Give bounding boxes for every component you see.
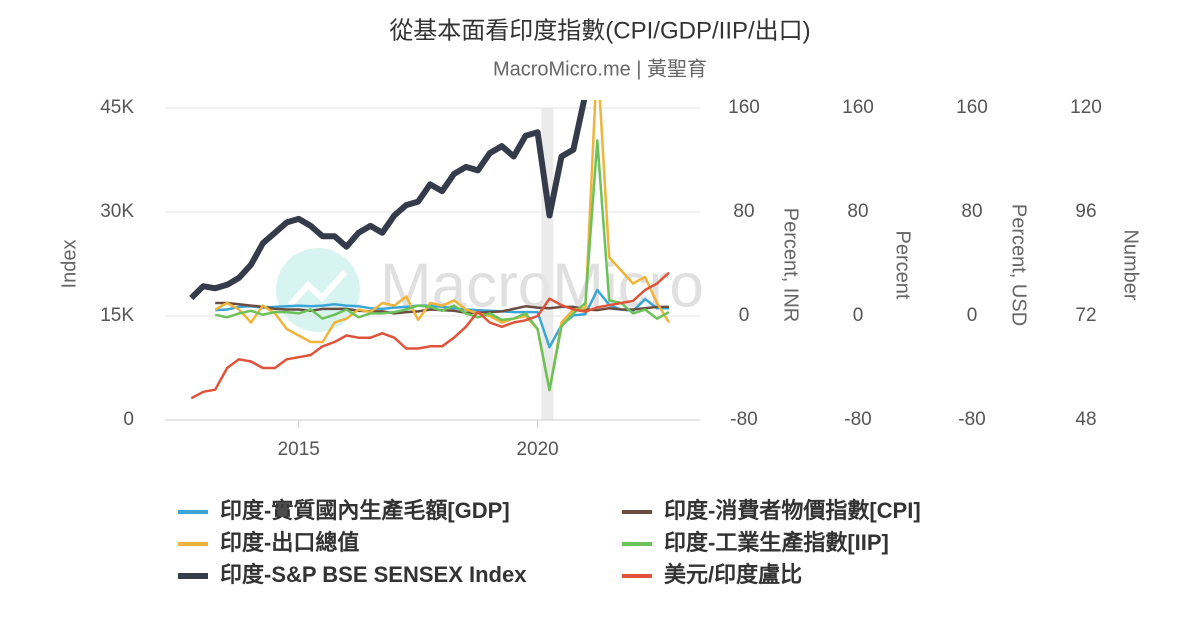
y5-tick-label: 72 — [1075, 305, 1096, 326]
y4-tick-label: 0 — [967, 305, 978, 326]
y4-axis-title: Percent, USD — [1008, 204, 1030, 326]
legend-label: 印度-工業生產指數[IIP] — [664, 530, 889, 555]
legend-label: 印度-S&P BSE SENSEX Index — [220, 562, 527, 587]
shaded-range — [541, 108, 554, 420]
y3-axis-title: Percent — [892, 231, 914, 300]
y2-tick-label: 80 — [733, 201, 754, 222]
x-tick-label: 2015 — [278, 439, 320, 460]
y4-tick-label: -80 — [958, 409, 985, 430]
y2-tick-label: -80 — [730, 409, 757, 430]
y3-tick-label: -80 — [844, 409, 871, 430]
series-line — [190, 271, 670, 400]
y5-tick-label: 120 — [1070, 97, 1102, 118]
y3-tick-label: 0 — [853, 305, 864, 326]
legend-label: 印度-實質國內生產毛額[GDP] — [220, 498, 510, 523]
y5-tick-label: 48 — [1075, 409, 1096, 430]
y4-tick-label: 160 — [956, 97, 988, 118]
y-tick-label: 15K — [100, 305, 134, 326]
legend-label: 印度-消費者物價指數[CPI] — [664, 498, 921, 523]
y-axis-title: Index — [58, 240, 80, 289]
series-line — [214, 139, 670, 392]
y2-axis-title: Percent, INR — [780, 208, 802, 322]
y5-axis-title: Number — [1120, 229, 1142, 300]
y2-tick-label: 160 — [728, 97, 760, 118]
y2-tick-label: 0 — [739, 305, 750, 326]
x-tick-label: 2020 — [516, 439, 558, 460]
y-tick-label: 30K — [100, 201, 134, 222]
chart-title: 從基本面看印度指數(CPI/GDP/IIP/出口) — [389, 17, 810, 44]
series-line — [214, 100, 671, 392]
plot-area — [189, 100, 671, 400]
legend-label: 印度-出口總值 — [220, 530, 359, 555]
legend-label: 美元/印度盧比 — [664, 562, 802, 587]
series-line — [189, 100, 588, 301]
y-tick-label: 45K — [100, 97, 134, 118]
series-line — [215, 288, 669, 349]
chart-subtitle: MacroMicro.me | 黃聖育 — [493, 57, 707, 80]
watermark-logo — [276, 248, 360, 332]
y3-tick-label: 80 — [847, 201, 868, 222]
y5-tick-label: 96 — [1075, 201, 1096, 222]
y4-tick-label: 80 — [961, 201, 982, 222]
y-tick-label: 0 — [123, 409, 134, 430]
y3-tick-label: 160 — [842, 97, 874, 118]
